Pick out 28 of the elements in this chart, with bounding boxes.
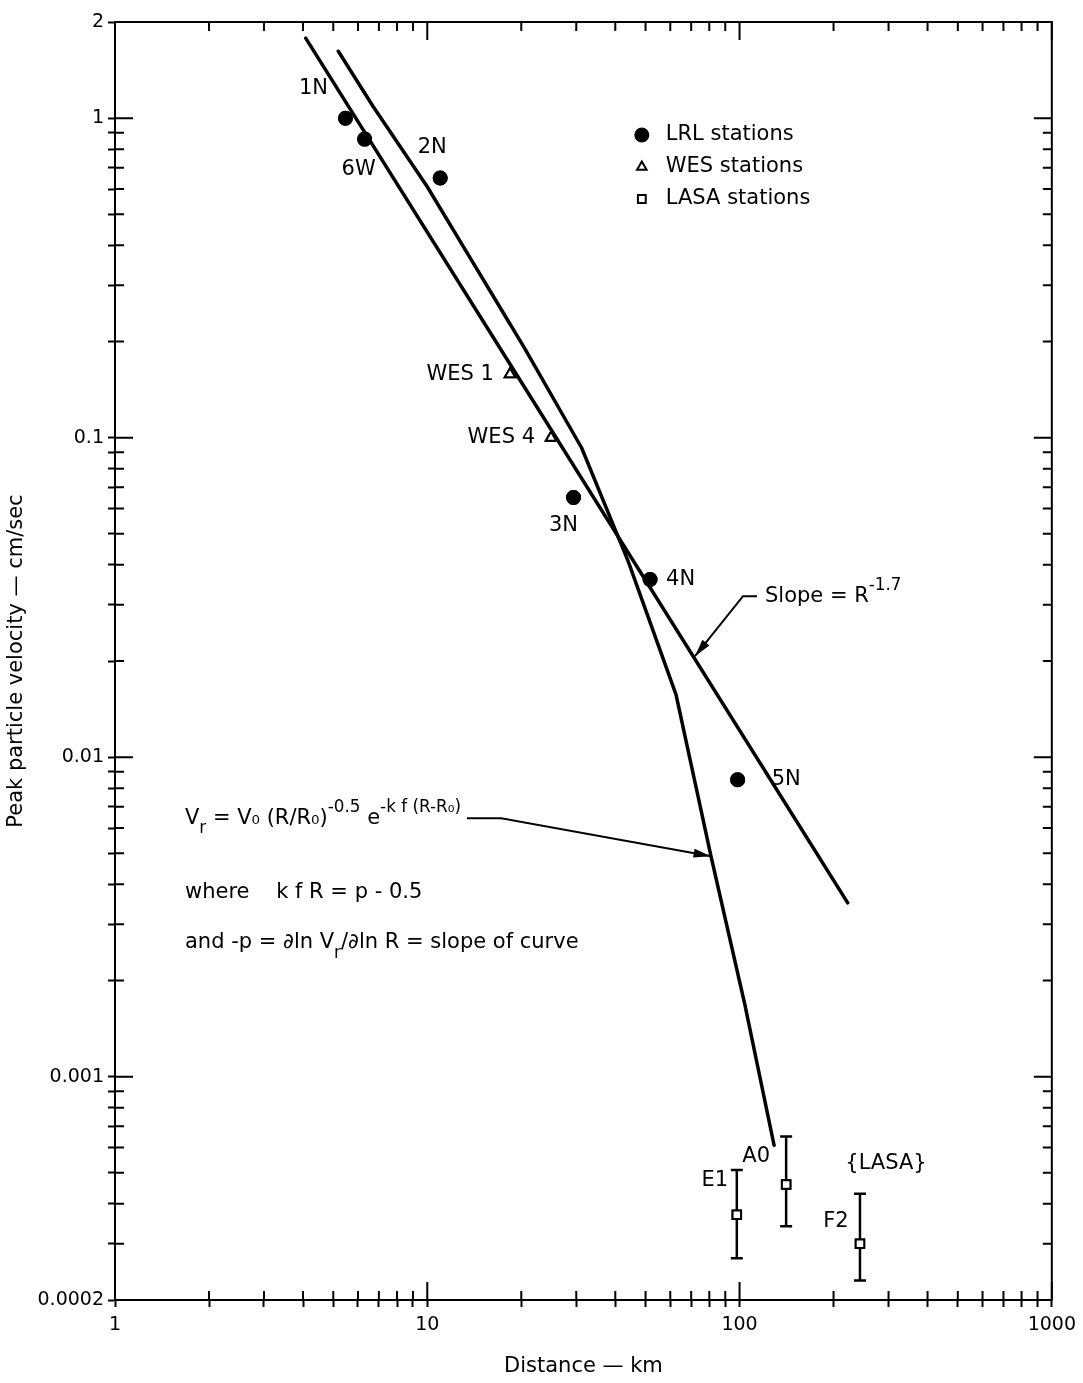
x-tick-label: 10	[415, 1312, 440, 1335]
legend-label: LASA stations	[665, 185, 811, 210]
y-tick-label: 0.001	[49, 1063, 104, 1086]
x-tick-label: 1	[108, 1312, 122, 1335]
annotation: A0	[742, 1142, 771, 1167]
x-axis-title: Distance — km	[504, 1352, 663, 1377]
annotation: 2N	[417, 134, 447, 159]
y-axis-title: Peak particle velocity — cm/sec	[3, 494, 28, 828]
annotation: F2	[823, 1208, 849, 1233]
annotation: 5N	[771, 766, 801, 791]
annotation: E1	[701, 1167, 729, 1192]
annotation: WES 1	[426, 360, 494, 385]
annotation: WES 4	[467, 424, 535, 449]
y-tick-label: 2	[91, 8, 104, 31]
x-tick-label: 100	[721, 1312, 758, 1335]
annotation: 1N	[298, 74, 328, 99]
y-tick-label: 0.0002	[37, 1286, 104, 1309]
x-tick-label: 1000	[1027, 1312, 1076, 1335]
y-tick-label: 0.1	[73, 424, 104, 447]
legend-label: WES stations	[665, 153, 804, 178]
annotation: 4N	[666, 565, 696, 590]
annotation: {LASA}	[845, 1150, 927, 1175]
y-tick-label: 0.01	[61, 744, 104, 767]
legend-label: LRL stations	[665, 121, 794, 146]
y-tick-label: 1	[91, 105, 104, 128]
annotation: 6W	[341, 155, 376, 180]
annotation: where k f R = p - 0.5	[185, 879, 423, 904]
annotation: 3N	[548, 511, 579, 536]
